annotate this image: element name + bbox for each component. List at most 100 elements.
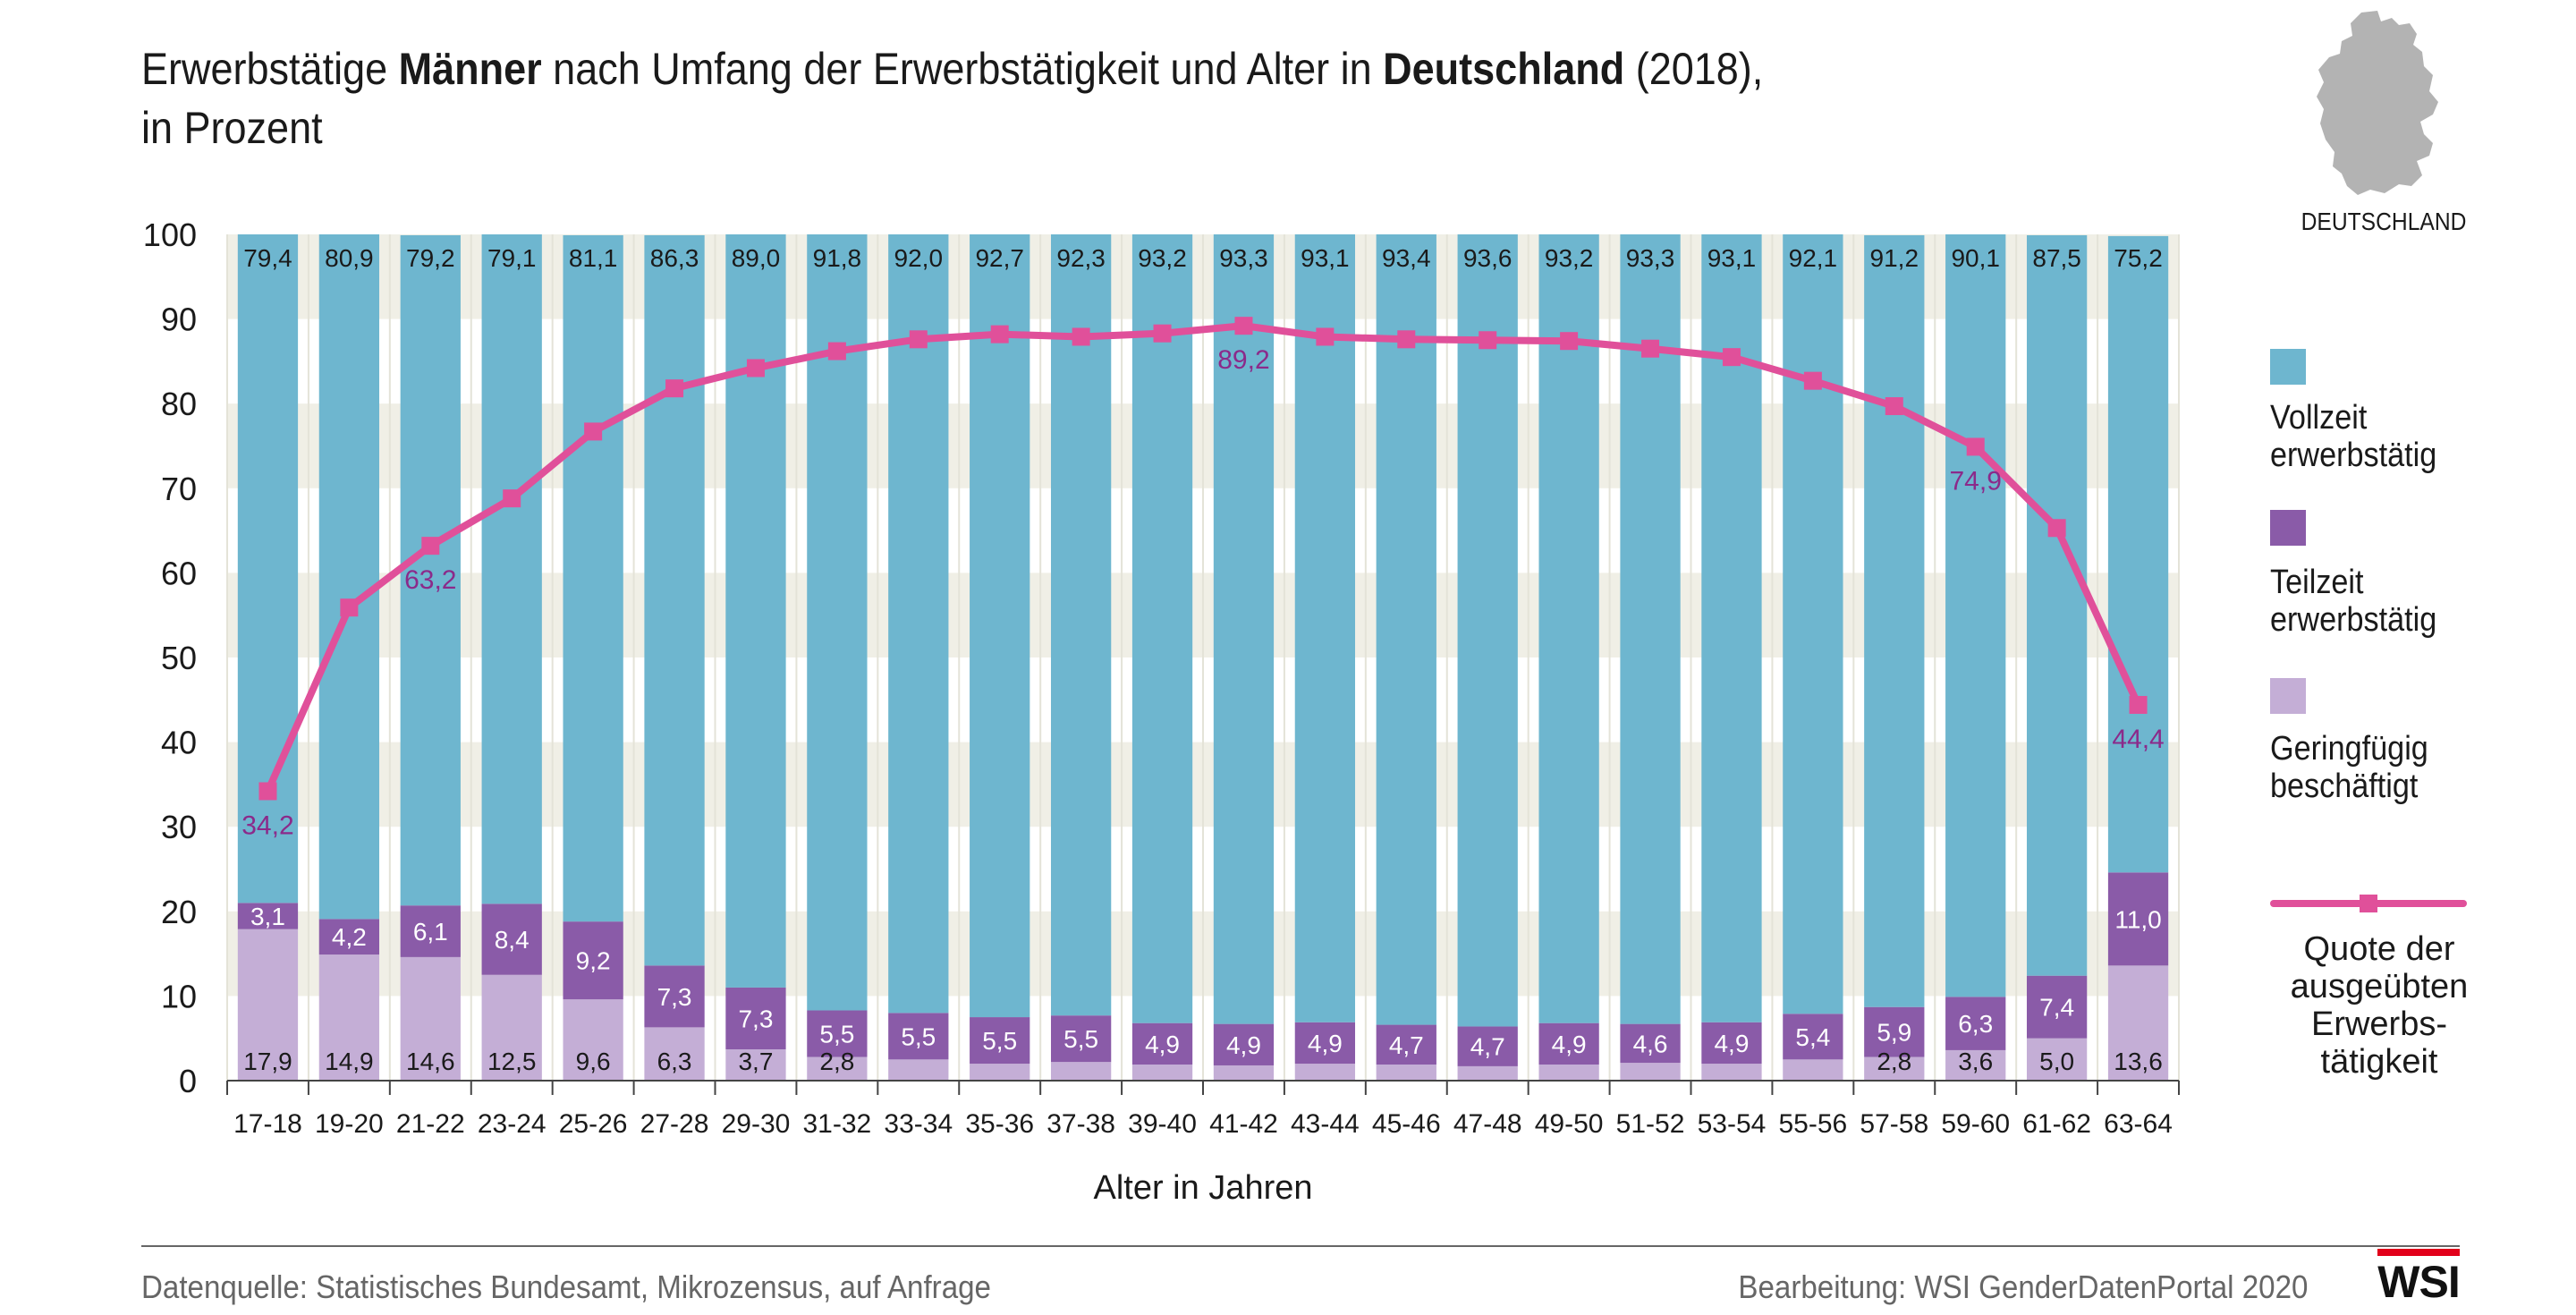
legend-swatch-teilzeit	[2270, 510, 2306, 546]
bar-vollzeit	[2026, 234, 2088, 976]
x-axis: 17-18 19-20 21-22 23-24 25-26 27-28 29-30 31-32…	[226, 1080, 2180, 1207]
bar-teilzeit	[237, 903, 299, 929]
wsi-logo-text: WSI	[2377, 1257, 2460, 1307]
data-label-geringfuegig: 12,5	[487, 1048, 537, 1075]
bar-geringfuegig	[1457, 1065, 1518, 1081]
data-label-vollzeit: 81,1	[569, 244, 618, 272]
data-label-teilzeit: 7,3	[657, 983, 692, 1011]
x-tick-label: 51-52	[1616, 1109, 1685, 1139]
bar-vollzeit	[807, 234, 868, 1011]
bar-teilzeit	[725, 987, 786, 1049]
quote-marker	[1316, 327, 1335, 346]
bar-vollzeit	[237, 234, 299, 904]
data-label-vollzeit: 87,5	[2032, 244, 2081, 272]
title-line-2: in Prozent	[141, 103, 323, 153]
quote-line	[264, 322, 2142, 793]
data-label-teilzeit: 4,9	[1145, 1031, 1180, 1058]
bar-teilzeit	[1864, 1006, 1925, 1057]
quote-data-label: 44,4	[2112, 725, 2164, 754]
quote-marker	[584, 422, 603, 441]
map-label: DEUTSCHLAND	[2301, 208, 2467, 235]
quote-marker	[2047, 519, 2066, 538]
quote-data-label: 89,2	[1217, 345, 1269, 375]
quote-marker	[990, 325, 1009, 344]
data-label-teilzeit: 6,3	[1958, 1010, 1993, 1038]
bar-vollzeit	[644, 234, 705, 966]
bar-teilzeit	[1050, 1015, 1112, 1063]
data-label-geringfuegig: 9,6	[576, 1048, 611, 1075]
data-label-teilzeit: 5,5	[982, 1027, 1017, 1055]
legend-label-quote: Quote der ausgeübten Erwerbs- tätigkeit	[2245, 930, 2513, 1081]
legend-text: erwerbstätig	[2270, 601, 2437, 639]
x-tick-label: 43-44	[1291, 1109, 1360, 1139]
quote-marker	[503, 489, 521, 508]
wsi-logo-bar	[2377, 1249, 2460, 1256]
data-source: Datenquelle: Statistisches Bundesamt, Mi…	[141, 1268, 991, 1305]
x-tick-label: 37-38	[1046, 1109, 1115, 1139]
bar-teilzeit	[888, 1013, 949, 1060]
quote-marker	[2129, 695, 2148, 714]
bar-geringfuegig	[563, 999, 623, 1081]
bar-vollzeit	[318, 234, 380, 920]
bar-geringfuegig	[1131, 1065, 1193, 1081]
bar-geringfuegig	[318, 954, 380, 1081]
bar-teilzeit	[400, 905, 461, 957]
y-tick-label: 70	[161, 471, 197, 507]
bar-geringfuegig	[725, 1048, 786, 1081]
bar-series: 17,9 3,1 79,4 14,9 4,2 80,9 14,6 6,1 79,2 12,5 8,4…	[237, 234, 2169, 1081]
data-label-teilzeit: 4,9	[1226, 1031, 1261, 1059]
y-tick-label: 0	[179, 1063, 197, 1099]
data-label-vollzeit: 91,2	[1870, 244, 1919, 272]
footer-divider	[141, 1245, 2460, 1247]
y-tick-label: 60	[161, 555, 197, 591]
title-bold-deutschland: Deutschland	[1383, 44, 1625, 94]
legend-text: erwerbstätig	[2270, 437, 2437, 474]
bar-geringfuegig	[1620, 1063, 1681, 1081]
data-label-teilzeit: 5,5	[819, 1020, 854, 1048]
bar-geringfuegig	[2026, 1038, 2088, 1081]
legend-text: Teilzeit	[2270, 564, 2364, 601]
bar-teilzeit	[563, 921, 623, 1000]
data-label-geringfuegig: 3,7	[738, 1048, 773, 1075]
quote-marker	[909, 330, 928, 349]
x-tick-label: 19-20	[315, 1109, 384, 1139]
data-label-teilzeit: 7,3	[738, 1005, 773, 1032]
bar-vollzeit	[1131, 234, 1193, 1023]
bar-geringfuegig	[807, 1056, 868, 1081]
x-tick-label: 23-24	[478, 1109, 547, 1139]
x-tick-label: 31-32	[803, 1109, 872, 1139]
bar-teilzeit	[1131, 1022, 1193, 1065]
data-label-vollzeit: 92,0	[894, 244, 944, 272]
legend-text: Erwerbs-	[2310, 1005, 2448, 1043]
data-label-teilzeit: 9,2	[576, 947, 611, 975]
x-tick-label: 59-60	[1941, 1109, 2010, 1139]
bar-teilzeit	[2107, 872, 2169, 966]
quote-marker	[1560, 332, 1579, 351]
quote-marker	[1397, 330, 1416, 349]
data-label-vollzeit: 79,4	[243, 244, 292, 272]
bar-vollzeit	[1538, 234, 1599, 1023]
title-bold-maenner: Männer	[398, 44, 542, 94]
chart-title: Erwerbstätige Männer nach Umfang der Erw…	[141, 39, 1763, 157]
bar-vollzeit	[563, 234, 623, 922]
bar-vollzeit	[1050, 234, 1112, 1016]
data-label-vollzeit: 93,2	[1138, 244, 1187, 272]
x-tick-label: 49-50	[1535, 1109, 1604, 1139]
bar-geringfuegig	[481, 974, 542, 1081]
legend-text: ausgeübten	[2290, 968, 2469, 1005]
bar-vollzeit	[1783, 234, 1843, 1014]
data-label-geringfuegig: 14,6	[406, 1048, 455, 1075]
x-tick-label: 63-64	[2104, 1109, 2173, 1139]
credit: Bearbeitung: WSI GenderDatenPortal 2020	[1737, 1268, 2308, 1305]
quote-marker	[1641, 339, 1660, 358]
legend-label-geringfuegig: Geringfügig beschäftigt	[2270, 730, 2428, 805]
germany-map-icon	[2317, 11, 2438, 195]
legend-text: tätigkeit	[2320, 1043, 2438, 1081]
data-label-teilzeit: 4,9	[1552, 1031, 1587, 1058]
bar-teilzeit	[318, 919, 380, 955]
data-label-teilzeit: 5,5	[901, 1022, 936, 1050]
bar-geringfuegig	[888, 1059, 949, 1081]
data-label-teilzeit: 6,1	[413, 918, 448, 946]
y-axis: 0 10 20 30 40 50 60 70 80 90 100	[143, 216, 197, 1099]
legend-text: Quote der	[2303, 930, 2455, 968]
